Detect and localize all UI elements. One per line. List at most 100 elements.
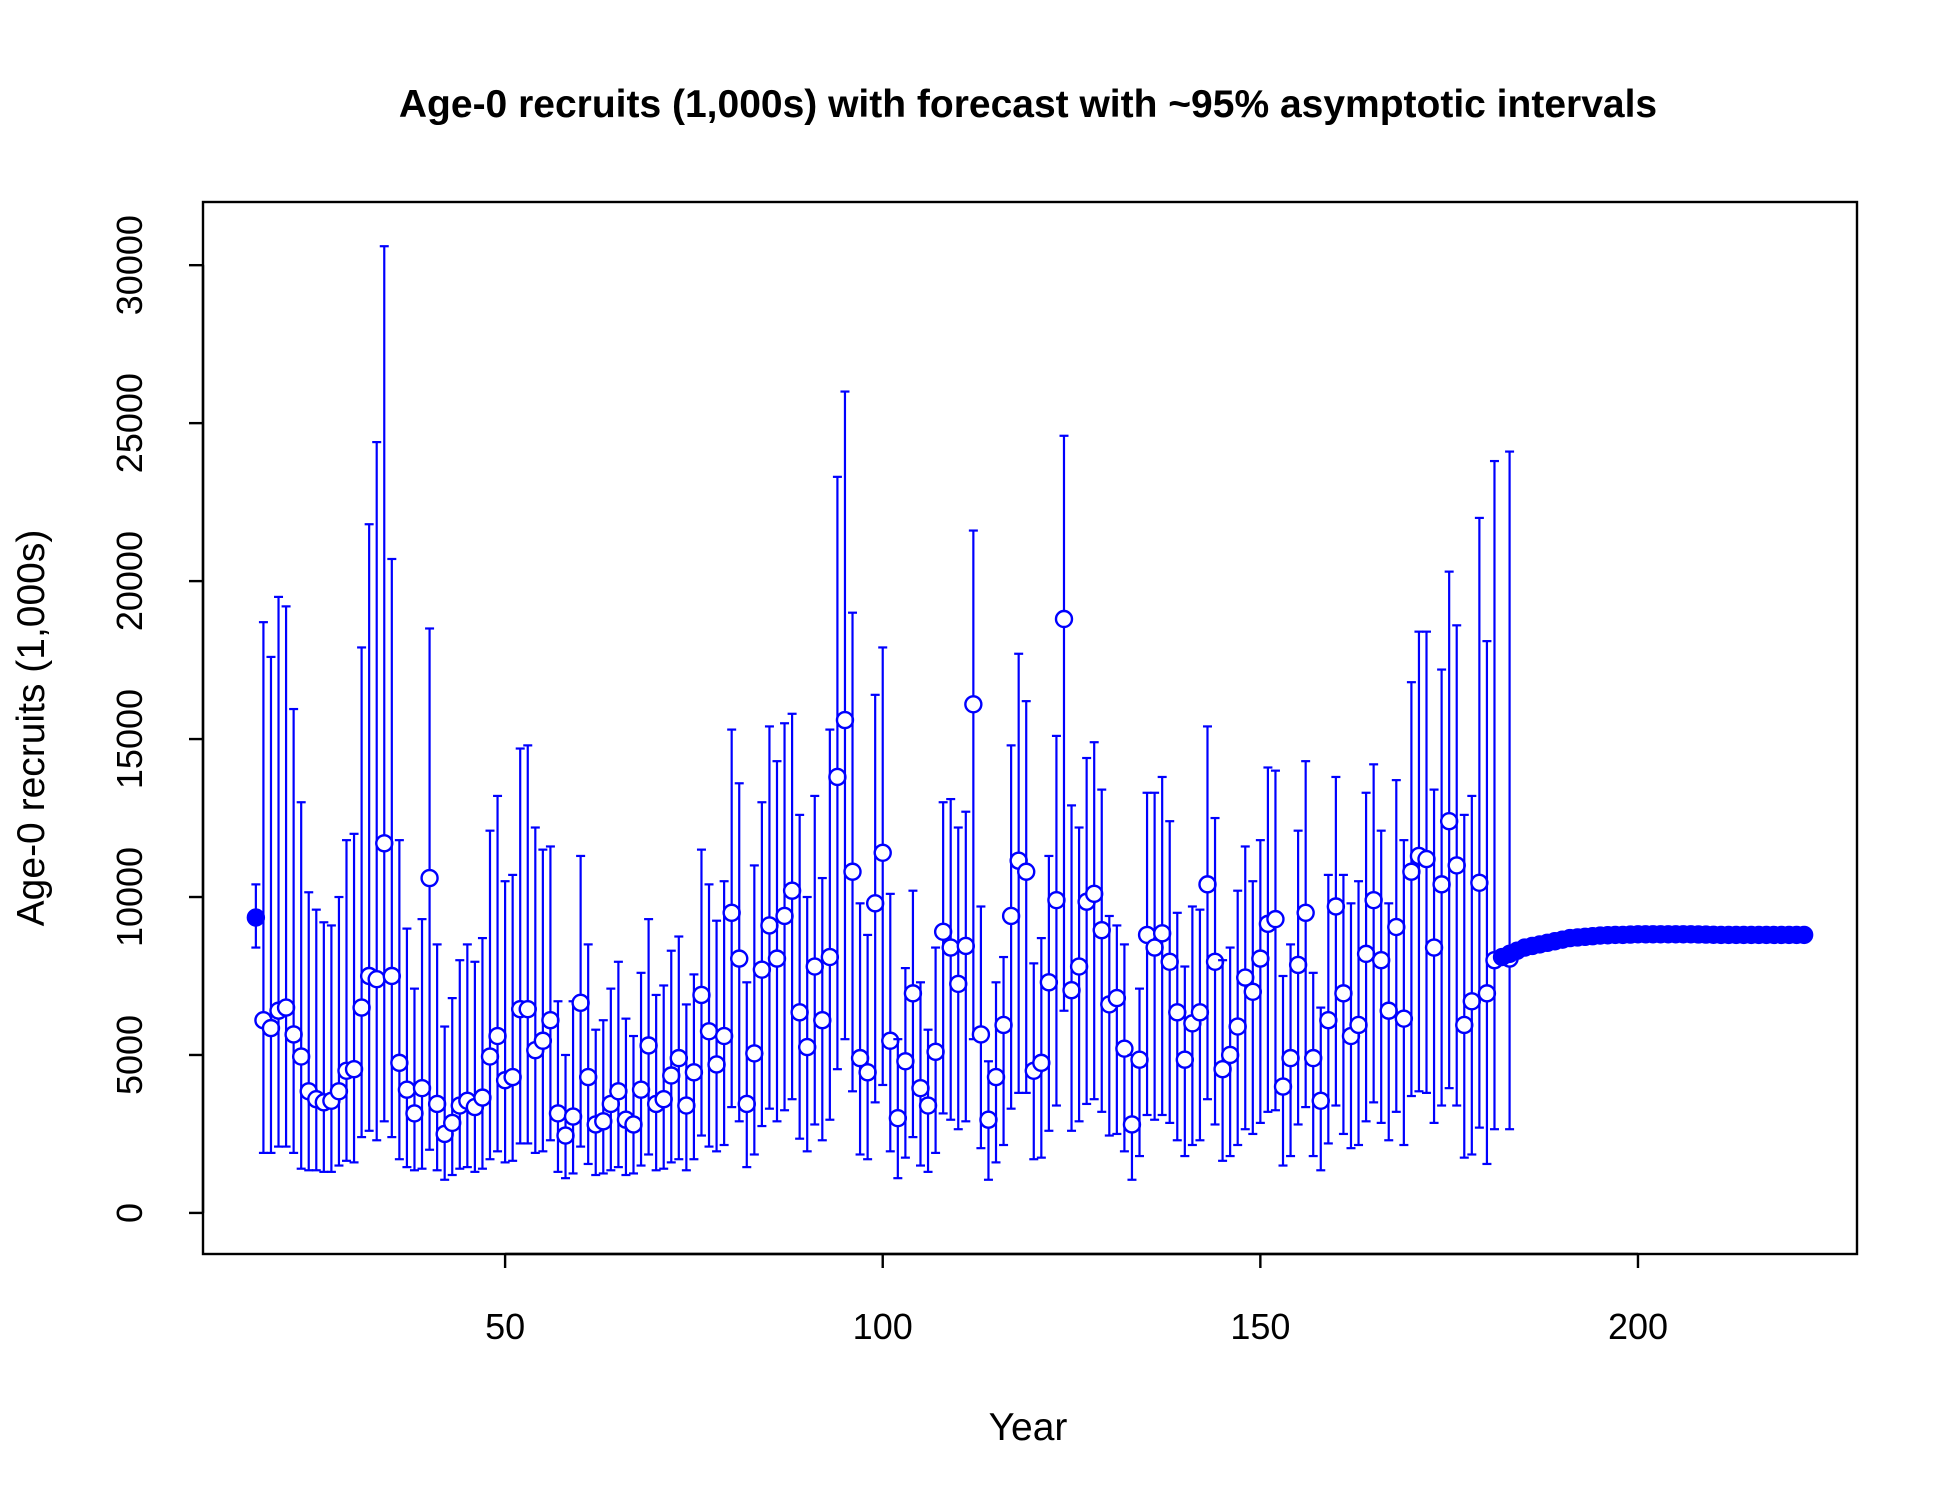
data-point [926, 1042, 945, 1062]
data-point [556, 1126, 575, 1145]
data-point [994, 1015, 1013, 1035]
data-point [1394, 1009, 1414, 1028]
data-point [820, 947, 840, 967]
data-point [609, 1082, 628, 1101]
data-point [594, 1112, 613, 1131]
data-point [276, 998, 296, 1017]
chart-title: Age-0 recruits (1,000s) with forecast wi… [399, 83, 1657, 126]
data-point [835, 710, 855, 730]
data-point [684, 1063, 704, 1082]
data-point [714, 1026, 734, 1046]
data-point [722, 903, 741, 923]
data-point [798, 1037, 817, 1057]
data-point [1001, 906, 1021, 926]
data-point [1266, 909, 1285, 929]
data-point [518, 999, 537, 1019]
data-point [707, 1055, 726, 1074]
y-axis-label: Age-0 recruits (1,000s) [10, 530, 53, 927]
x-tick-label: 50 [485, 1306, 525, 1347]
data-point [986, 1067, 1006, 1087]
data-point [1417, 849, 1436, 869]
data-point [858, 1063, 877, 1082]
data-point [571, 993, 590, 1013]
data-point [745, 1044, 764, 1063]
data-point [1281, 1048, 1300, 1068]
y-tick-label: 30000 [109, 215, 150, 315]
data-point [344, 1059, 364, 1079]
data-point [1288, 955, 1308, 975]
data-point [480, 1047, 500, 1066]
data-point [1477, 984, 1497, 1003]
data-point [375, 834, 394, 853]
forecast-point [1794, 925, 1814, 945]
data-point [1432, 875, 1451, 894]
data-point [1243, 982, 1262, 1001]
x-tick-label: 100 [853, 1306, 913, 1347]
x-axis-label: Year [989, 1406, 1068, 1449]
data-point [1326, 897, 1346, 916]
data-point [1175, 1050, 1195, 1069]
data-point [1228, 1017, 1247, 1036]
data-point [1130, 1050, 1149, 1069]
data-point [1198, 875, 1217, 894]
data-point [888, 1108, 908, 1128]
data-point [503, 1067, 522, 1087]
data-point [1334, 984, 1353, 1003]
x-tick-label: 150 [1230, 1306, 1290, 1347]
data-point [1273, 1077, 1293, 1096]
data-point [1319, 1011, 1338, 1030]
data-point [578, 1067, 598, 1087]
data-point [692, 985, 711, 1005]
data-point [291, 1047, 311, 1066]
data-point [941, 938, 960, 957]
data-point [427, 1094, 447, 1114]
data-point [1447, 856, 1466, 875]
data-point [284, 1025, 303, 1044]
data-point [1062, 981, 1081, 1000]
data-point [443, 1113, 462, 1133]
y-tick-label: 25000 [109, 373, 150, 473]
data-point [631, 1080, 651, 1099]
data-point [639, 1036, 658, 1055]
data-point [903, 984, 923, 1003]
data-point [1387, 917, 1406, 937]
data-point [911, 1078, 930, 1098]
data-point [881, 1031, 900, 1050]
data-point [699, 1022, 719, 1041]
forecast-point [246, 908, 266, 927]
data-point [412, 1078, 432, 1098]
data-point [956, 936, 976, 956]
y-tick-label: 20000 [109, 531, 150, 631]
data-point [971, 1025, 991, 1044]
data-point [933, 922, 953, 941]
data-point [533, 1031, 553, 1050]
data-point [624, 1115, 643, 1134]
data-point [1069, 957, 1089, 976]
data-point [1107, 988, 1127, 1008]
data-point [1092, 920, 1111, 940]
y-axis: 0 5000 10000 15000 20000 25000 30000 [109, 215, 205, 1223]
data-point [1220, 1045, 1240, 1065]
data-point [563, 1107, 583, 1126]
data-point [1160, 952, 1179, 971]
data-point [1470, 873, 1489, 892]
data-point [813, 1011, 832, 1030]
data-point [782, 881, 802, 900]
data-point [1356, 944, 1376, 964]
data-point [541, 1011, 560, 1030]
data-point [473, 1088, 492, 1107]
data-point [1402, 862, 1421, 881]
data-point [1205, 952, 1225, 971]
data-point [261, 1018, 281, 1038]
data-point [737, 1094, 756, 1114]
data-point [1115, 1039, 1134, 1058]
data-point [896, 1052, 915, 1071]
data-point [1054, 609, 1074, 629]
data-point [1032, 1053, 1051, 1073]
data-point [918, 1096, 938, 1115]
data-point [775, 906, 794, 926]
data-point [1039, 973, 1059, 992]
data-point [1349, 1015, 1368, 1035]
data-point [390, 1053, 409, 1073]
